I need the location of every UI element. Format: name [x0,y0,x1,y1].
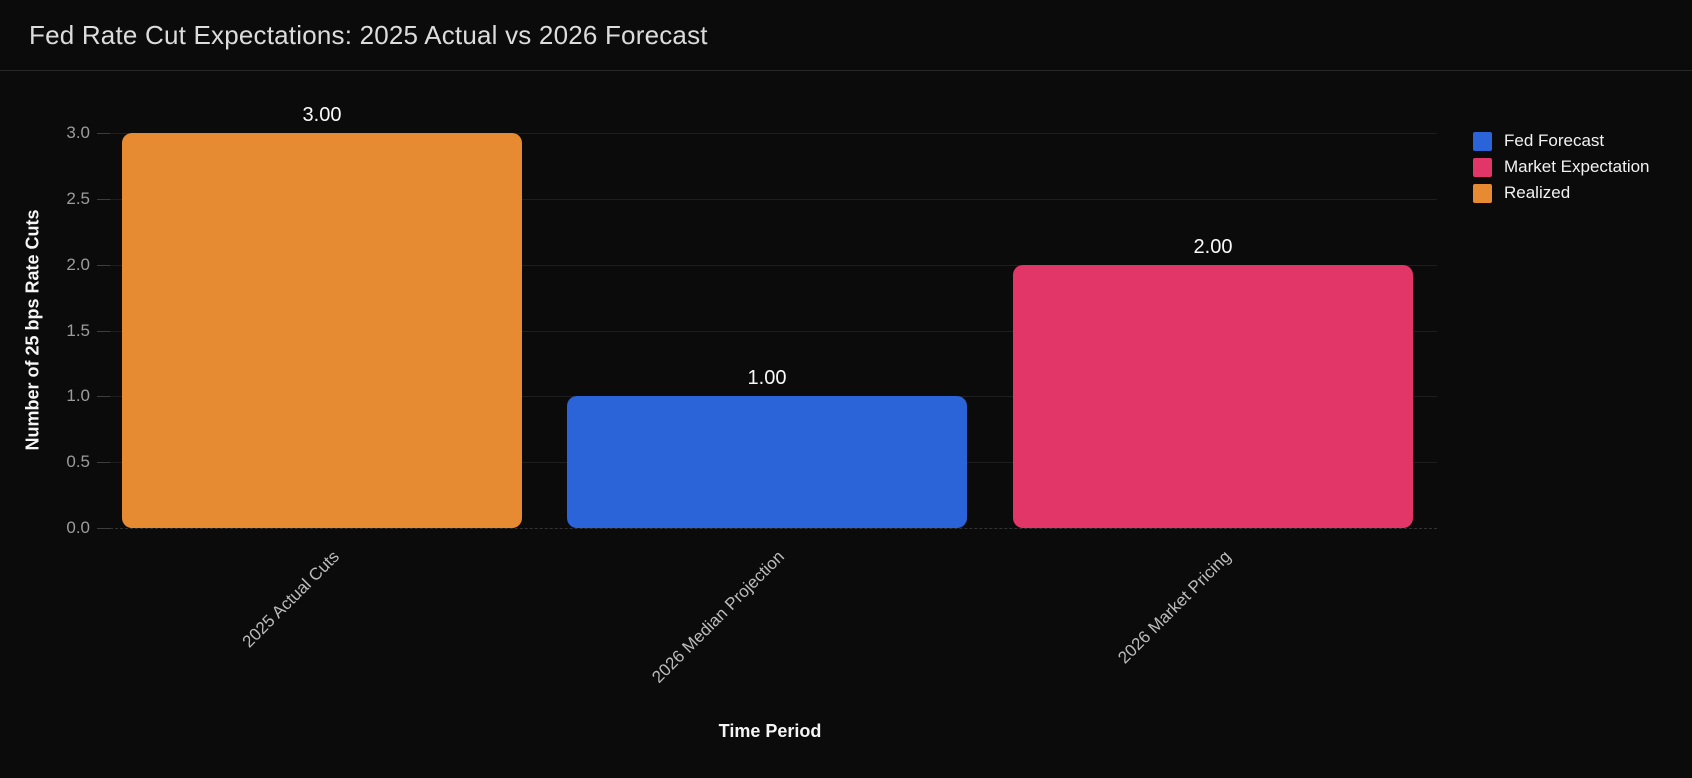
y-tick-label: 1.0 [66,386,90,406]
legend-label: Realized [1504,183,1571,202]
bar-fed-forecast[interactable] [567,396,967,528]
bar-market-expectation[interactable] [1013,264,1413,528]
y-tick-mark [97,462,110,464]
y-tick-label: 2.5 [66,188,90,208]
gridline [110,198,1437,200]
y-tick-label: 1.5 [66,320,90,340]
y-tick-mark [97,396,110,398]
chart-header: Fed Rate Cut Expectations: 2025 Actual v… [0,0,1692,71]
y-tick-mark [97,528,110,529]
y-tick-mark [97,264,110,266]
legend-swatch-icon [1473,183,1492,203]
legend-swatch-icon [1473,157,1492,177]
chart-legend: Fed Forecast Market Expectation Realized [1473,128,1650,206]
legend-item-realized[interactable]: Realized [1473,180,1650,206]
gridline [110,264,1437,266]
y-tick-mark [97,330,110,332]
x-tick-label: 2026 Median Projection [648,547,789,687]
bar-value-label: 1.00 [747,367,787,390]
bar-realized[interactable] [122,133,522,528]
x-axis-baseline [110,528,1437,529]
y-tick-label: 3.0 [66,123,90,142]
y-tick-label: 0.5 [66,452,90,472]
x-axis-title: Time Period [718,721,822,741]
bar-value-label: 2.00 [1193,235,1233,258]
y-tick-label: 0.0 [66,518,90,537]
legend-label: Fed Forecast [1504,131,1605,150]
legend-swatch-icon [1473,131,1492,151]
gridline [110,330,1437,332]
bar-value-label: 3.00 [302,104,342,126]
chart-title: Fed Rate Cut Expectations: 2025 Actual v… [29,19,708,50]
gridline [110,133,1437,134]
legend-item-fed-forecast[interactable]: Fed Forecast [1473,128,1650,154]
y-tick-label: 2.0 [66,254,90,274]
y-axis-title: Number of 25 bps Rate Cuts [22,209,43,451]
legend-item-market-expectation[interactable]: Market Expectation [1473,154,1650,180]
y-tick-mark [97,198,110,200]
y-tick-mark [97,133,110,134]
legend-label: Market Expectation [1504,157,1650,176]
x-tick-label: 2025 Actual Cuts [239,547,344,652]
x-tick-label: 2026 Market Pricing [1114,547,1235,668]
